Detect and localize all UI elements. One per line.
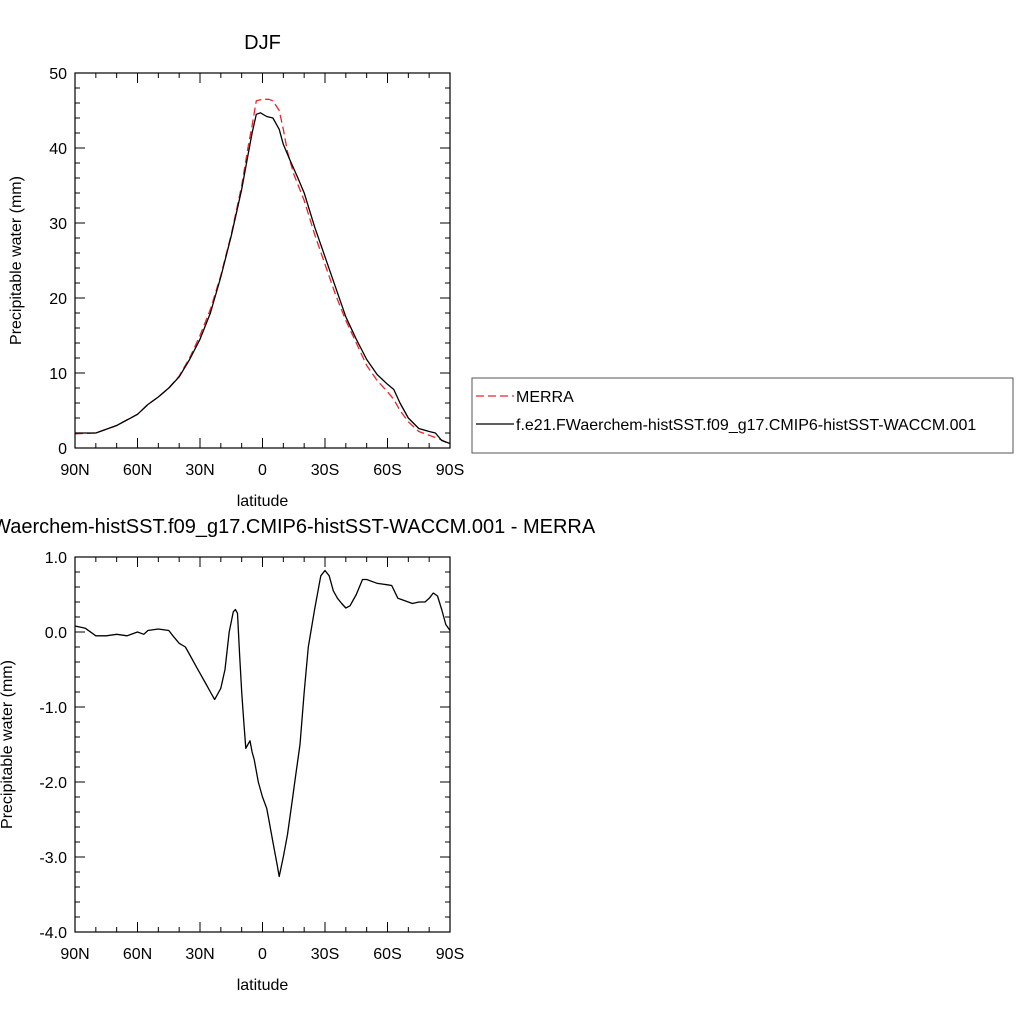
chart1-x-tick-label: 90N bbox=[60, 462, 89, 479]
chart2-y-tick-label: 1.0 bbox=[45, 550, 67, 567]
chart1-x-tick-label: 30N bbox=[185, 462, 214, 479]
chart2-x-tick-label: 90S bbox=[436, 946, 464, 963]
chart2-x-tick-label: 0 bbox=[258, 946, 267, 963]
chart1-y-tick-label: 0 bbox=[58, 441, 67, 458]
chart1-x-tick-label: 60S bbox=[373, 462, 401, 479]
chart1-legend-label: f.e21.FWaerchem-histSST.f09_g17.CMIP6-hi… bbox=[516, 417, 976, 434]
chart1-legend-label: MERRA bbox=[516, 389, 574, 406]
chart2-x-tick-label: 90N bbox=[60, 946, 89, 963]
chart2-x-tick-label: 30N bbox=[185, 946, 214, 963]
chart2-y-tick-label: -2.0 bbox=[39, 775, 67, 792]
chart1-x-tick-label: 30S bbox=[311, 462, 339, 479]
chart2-x-axis-label: latitude bbox=[237, 977, 289, 994]
chart1-title: DJF bbox=[244, 32, 281, 54]
chart1-series-line-merra bbox=[74, 98, 451, 445]
chart2-y-axis-label: Precipitable water (mm) bbox=[0, 660, 16, 829]
chart2-series-line-difference bbox=[74, 569, 451, 878]
chart1-y-axis-label: Precipitable water (mm) bbox=[8, 176, 25, 345]
chart2-title: f.e21.FWaerchem-histSST.f09_g17.CMIP6-hi… bbox=[0, 516, 596, 538]
chart2-x-tick-label: 30S bbox=[311, 946, 339, 963]
chart2-y-tick-label: 0.0 bbox=[45, 625, 67, 642]
chart1-x-tick-label: 0 bbox=[258, 462, 267, 479]
chart1-y-tick-label: 30 bbox=[49, 216, 67, 233]
chart2-x-tick-label: 60N bbox=[123, 946, 152, 963]
chart1-y-tick-label: 50 bbox=[49, 66, 67, 83]
chart1-series-line-model bbox=[75, 112, 451, 445]
chart1-x-tick-label: 90S bbox=[436, 462, 464, 479]
chart1-plot-frame bbox=[74, 72, 451, 449]
chart1-y-tick-label: 10 bbox=[49, 366, 67, 383]
chart1-x-axis-label: latitude bbox=[237, 493, 289, 510]
chart2-plot-frame bbox=[74, 556, 451, 933]
chart2-y-tick-label: -4.0 bbox=[39, 925, 67, 942]
chart1-legend-box bbox=[471, 377, 1014, 454]
chart1-x-tick-label: 60N bbox=[123, 462, 152, 479]
chart2-y-tick-label: -3.0 bbox=[39, 850, 67, 867]
chart1-y-tick-label: 20 bbox=[49, 291, 67, 308]
chart2-x-tick-label: 60S bbox=[373, 946, 401, 963]
chart2-y-tick-label: -1.0 bbox=[39, 700, 67, 717]
chart1-y-tick-label: 40 bbox=[49, 141, 67, 158]
